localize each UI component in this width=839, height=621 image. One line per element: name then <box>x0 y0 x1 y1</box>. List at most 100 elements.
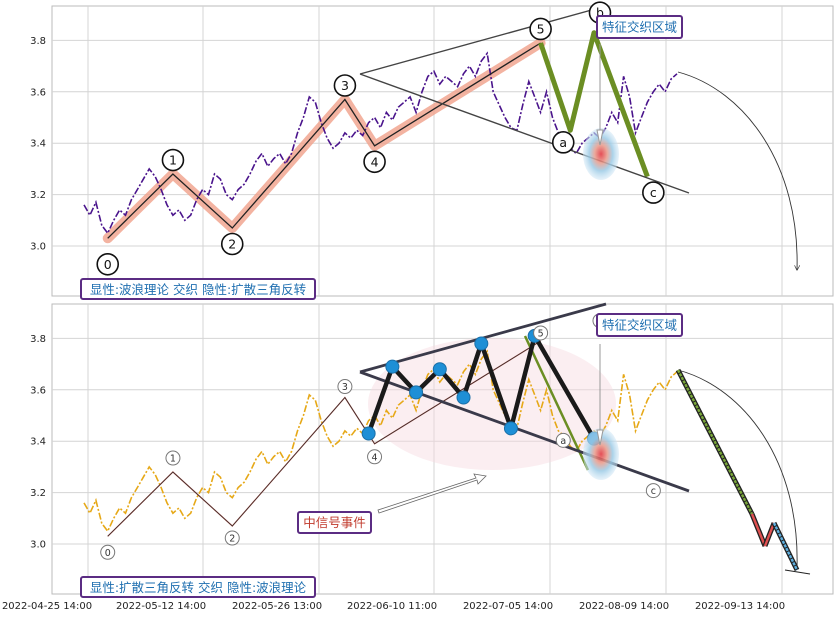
signal-arrow <box>377 473 487 514</box>
correction-wave-line <box>538 30 650 178</box>
x-tick-label: 2022-05-26 13:00 <box>232 601 322 612</box>
bottom-feature-hotspot <box>583 428 619 480</box>
x-axis: 2022-04-25 14:00 2022-05-12 14:00 2022-05-… <box>2 601 785 612</box>
bottom-correction-line <box>523 335 590 471</box>
y-tick-label: 3.0 <box>30 242 46 253</box>
top-grid <box>52 6 833 296</box>
wave-label-text: 0 <box>104 257 112 272</box>
bottom-wave-label-circle <box>224 530 240 546</box>
y-tick-label: 3.4 <box>30 437 46 448</box>
triangle-lower-line <box>359 73 690 194</box>
y-tick-label: 3.6 <box>30 87 46 98</box>
bottom-wave-label-1: 1 <box>165 450 181 466</box>
bottom-wave-label-text: a <box>560 436 566 447</box>
triangle-pivots <box>361 328 601 446</box>
feature-hotspot <box>583 128 619 180</box>
triangle-pivot-3 <box>432 362 447 377</box>
wave-label-text: c <box>650 185 657 200</box>
bottom-caption-box: 显性:扩散三角反转 交织 隐性:波浪理论 <box>80 576 316 598</box>
bottom-wave-label-circle <box>367 449 383 465</box>
x-tick-label: 2022-08-09 14:00 <box>579 601 669 612</box>
wave-label-text: 3 <box>341 78 349 93</box>
wave-label-0: 0 <box>96 252 120 276</box>
y-tick-label: 3.4 <box>30 139 46 150</box>
bottom-wave-label-text: 2 <box>229 534 235 545</box>
y-tick-label: 3.2 <box>30 488 46 499</box>
bottom-wave-label-5: 5 <box>533 325 549 341</box>
bottom-impulse-line-dark <box>107 340 541 537</box>
bottom-wave-label-text: 4 <box>372 452 378 463</box>
bottom-hotspot-pointer-head <box>596 429 604 446</box>
wave-label-text: 4 <box>371 154 379 169</box>
y-tick-label: 3.8 <box>30 36 46 47</box>
bottom-wave-label-text: 1 <box>170 454 176 465</box>
bottom-wave-labels: 012345acb <box>100 313 661 560</box>
feature-zone-title: 特征交织区域 <box>602 20 677 35</box>
wave-label-text: 2 <box>228 237 236 252</box>
triangle-pivot-2 <box>409 385 424 400</box>
wave-label-text: a <box>559 135 567 150</box>
wave-label-4: 4 <box>363 150 386 174</box>
bottom-wave-label-3: 3 <box>337 379 353 395</box>
bottom-wave-label-4: 4 <box>367 449 383 465</box>
bottom-wave-label-text: 3 <box>342 382 348 393</box>
wave-label-circle <box>96 252 120 276</box>
wave-label-5: 5 <box>529 17 552 41</box>
wave-label-circle <box>363 150 386 174</box>
bottom-wave-label-circle <box>645 483 661 499</box>
x-tick-label: 2022-07-05 14:00 <box>463 601 553 612</box>
bottom-wave-label-a: a <box>555 432 571 448</box>
bottom-wave-label-circle <box>555 432 571 448</box>
x-tick-label: 2022-06-10 11:00 <box>347 601 437 612</box>
y-tick-label: 3.6 <box>30 385 46 396</box>
top-caption-box: 显性:波浪理论 交织 隐性:扩散三角反转 <box>80 278 316 300</box>
bottom-wave-label-c: c <box>645 483 661 499</box>
wave-label-1: 1 <box>161 148 185 172</box>
x-tick-label: 2022-05-12 14:00 <box>116 601 206 612</box>
bottom-feature-zone-label: 特征交织区域 <box>596 313 683 337</box>
bottom-wave-label-text: 5 <box>538 328 544 339</box>
bottom-wave-label-text: c <box>651 486 656 497</box>
bottom-panel-frame <box>51 303 834 595</box>
triangle-pivot-0 <box>361 426 376 441</box>
y-tick-label: 3.0 <box>30 540 46 551</box>
wave-label-circle <box>551 131 575 154</box>
wave-label-a: a <box>551 131 575 154</box>
bottom-wave-label-circle <box>533 325 549 341</box>
wave-labels: 0 1 2 3 4 5 a b c <box>96 1 665 276</box>
bottom-wave-label-circle <box>100 544 116 560</box>
wave-label-circle <box>161 148 185 172</box>
wave-label-c: c <box>642 181 665 204</box>
wave-label-circle <box>642 181 665 204</box>
top-panel-frame <box>51 5 834 297</box>
top-y-axis: 3.0 3.2 3.4 3.6 3.8 <box>30 36 46 253</box>
triangle-pivot-5 <box>474 336 489 351</box>
feature-zone-label: 特征交织区域 <box>596 15 683 39</box>
bottom-wave-label-circle <box>165 450 181 466</box>
top-panel: 0 1 2 3 4 5 a b c 特征交织区域 显性:波浪理论 交织 隐性:扩散三角反转 <box>80 1 797 300</box>
projection-arrow <box>677 71 797 270</box>
wave-label-circle <box>529 17 552 41</box>
impulse-wave-line <box>107 42 541 239</box>
bottom-projection-arrow <box>677 369 798 569</box>
wave-label-circle <box>220 232 244 256</box>
y-tick-label: 3.8 <box>30 334 46 345</box>
x-tick-label: 2022-09-13 14:00 <box>695 601 785 612</box>
bottom-grid <box>52 304 833 594</box>
bottom-wave-label-0: 0 <box>100 544 116 560</box>
hotspot-pointer-head <box>596 129 604 146</box>
forecast-path <box>675 368 811 575</box>
bottom-panel: 012345acb 中信号事件 特征交织区域 显性:扩散三角反转 交织 隐性:波… <box>80 302 811 598</box>
wave-label-circle <box>333 74 357 97</box>
triangle-pivot-4 <box>456 390 471 405</box>
x-tick-label: 2022-04-25 14:00 <box>2 601 92 612</box>
bottom-y-axis: 3.0 3.2 3.4 3.6 3.8 <box>30 334 46 551</box>
bottom-feature-zone-title: 特征交织区域 <box>602 318 677 333</box>
bottom-caption: 显性:扩散三角反转 交织 隐性:波浪理论 <box>90 580 307 595</box>
triangle-pivot-1 <box>385 359 400 374</box>
bottom-wave-label-text: 0 <box>105 548 111 559</box>
wave-label-3: 3 <box>333 74 357 97</box>
top-price-line <box>83 51 678 235</box>
